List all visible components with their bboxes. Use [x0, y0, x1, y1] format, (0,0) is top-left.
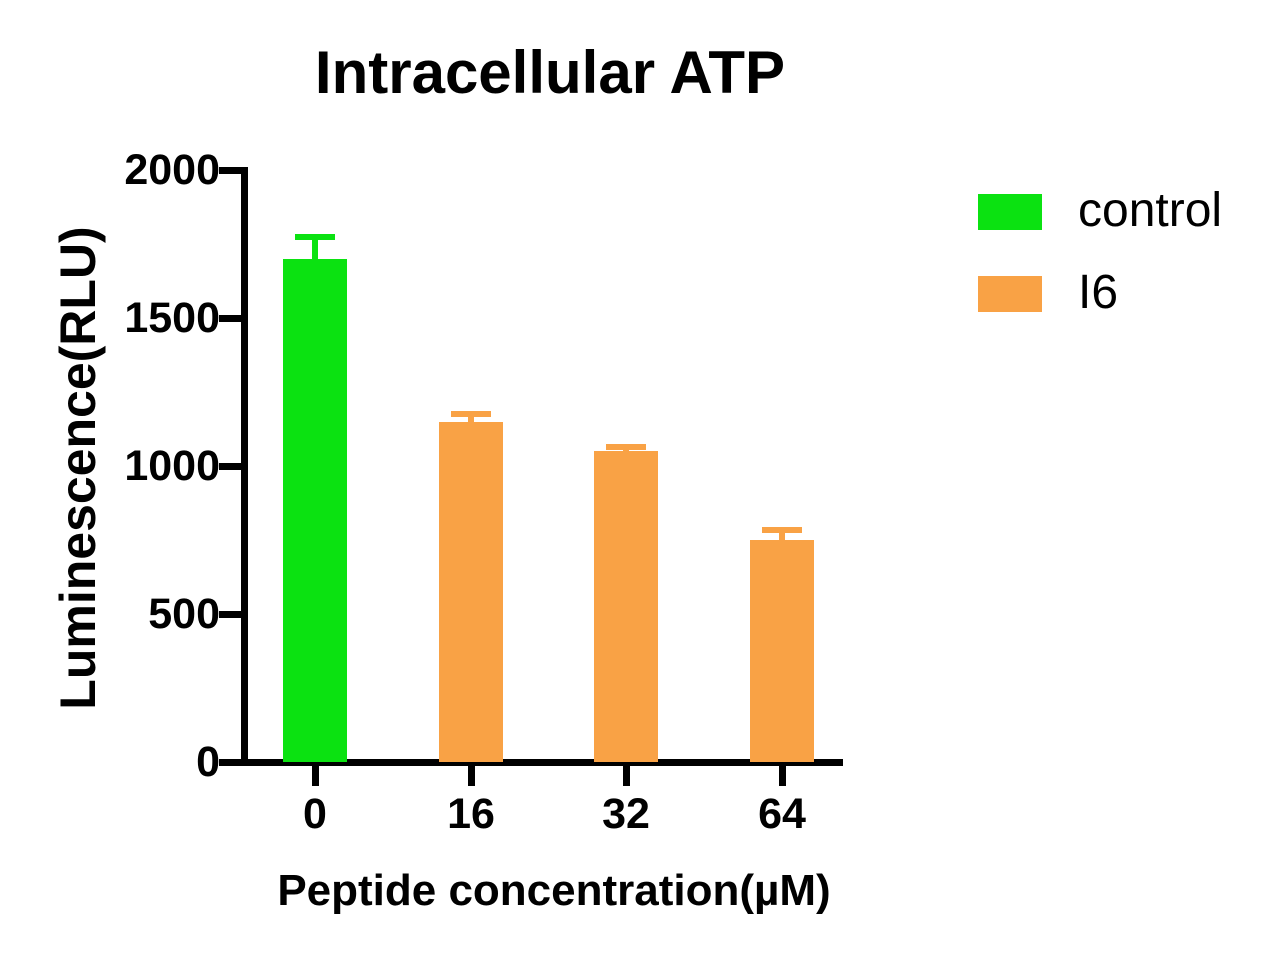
legend-label: I6: [1078, 266, 1119, 319]
x-tick-label: 64: [758, 790, 806, 838]
x-tick: [778, 762, 786, 786]
y-axis-line: [240, 166, 248, 766]
error-bar-cap: [762, 526, 802, 533]
y-tick: [218, 462, 241, 470]
x-axis-line: [218, 758, 843, 766]
y-tick-label: 0: [196, 738, 220, 786]
error-bar-whisker: [468, 414, 474, 422]
x-tick-label: 32: [602, 790, 650, 838]
x-tick: [467, 762, 475, 786]
error-bar-cap: [295, 233, 335, 240]
y-tick-label: 2000: [124, 146, 220, 194]
error-bar-whisker: [312, 236, 318, 259]
bar-I6-64: [750, 540, 814, 762]
chart-title: Intracellular ATP: [314, 39, 786, 106]
legend-label: control: [1078, 184, 1223, 237]
y-tick-label: 1500: [124, 294, 220, 342]
y-tick: [218, 610, 241, 618]
bar-I6-32: [594, 451, 658, 762]
legend-swatch: [978, 194, 1042, 230]
y-tick: [218, 166, 241, 174]
error-bar-cap: [451, 411, 491, 418]
y-tick: [218, 314, 241, 322]
x-tick: [622, 762, 630, 786]
x-tick-label: 0: [303, 790, 327, 838]
legend-swatch: [978, 276, 1042, 312]
bar-I6-16: [439, 421, 503, 762]
y-axis-label: Luminescence(RLU): [50, 226, 106, 710]
y-tick-label: 1000: [124, 442, 220, 490]
bar-control-0: [283, 258, 347, 762]
error-bar-cap: [606, 443, 646, 450]
x-tick: [311, 762, 319, 786]
x-axis-label: Peptide concentration(µM): [277, 866, 831, 915]
y-tick: [218, 758, 241, 766]
x-tick-label: 16: [447, 790, 495, 838]
error-bar-whisker: [779, 529, 785, 540]
y-tick-label: 500: [148, 590, 220, 638]
